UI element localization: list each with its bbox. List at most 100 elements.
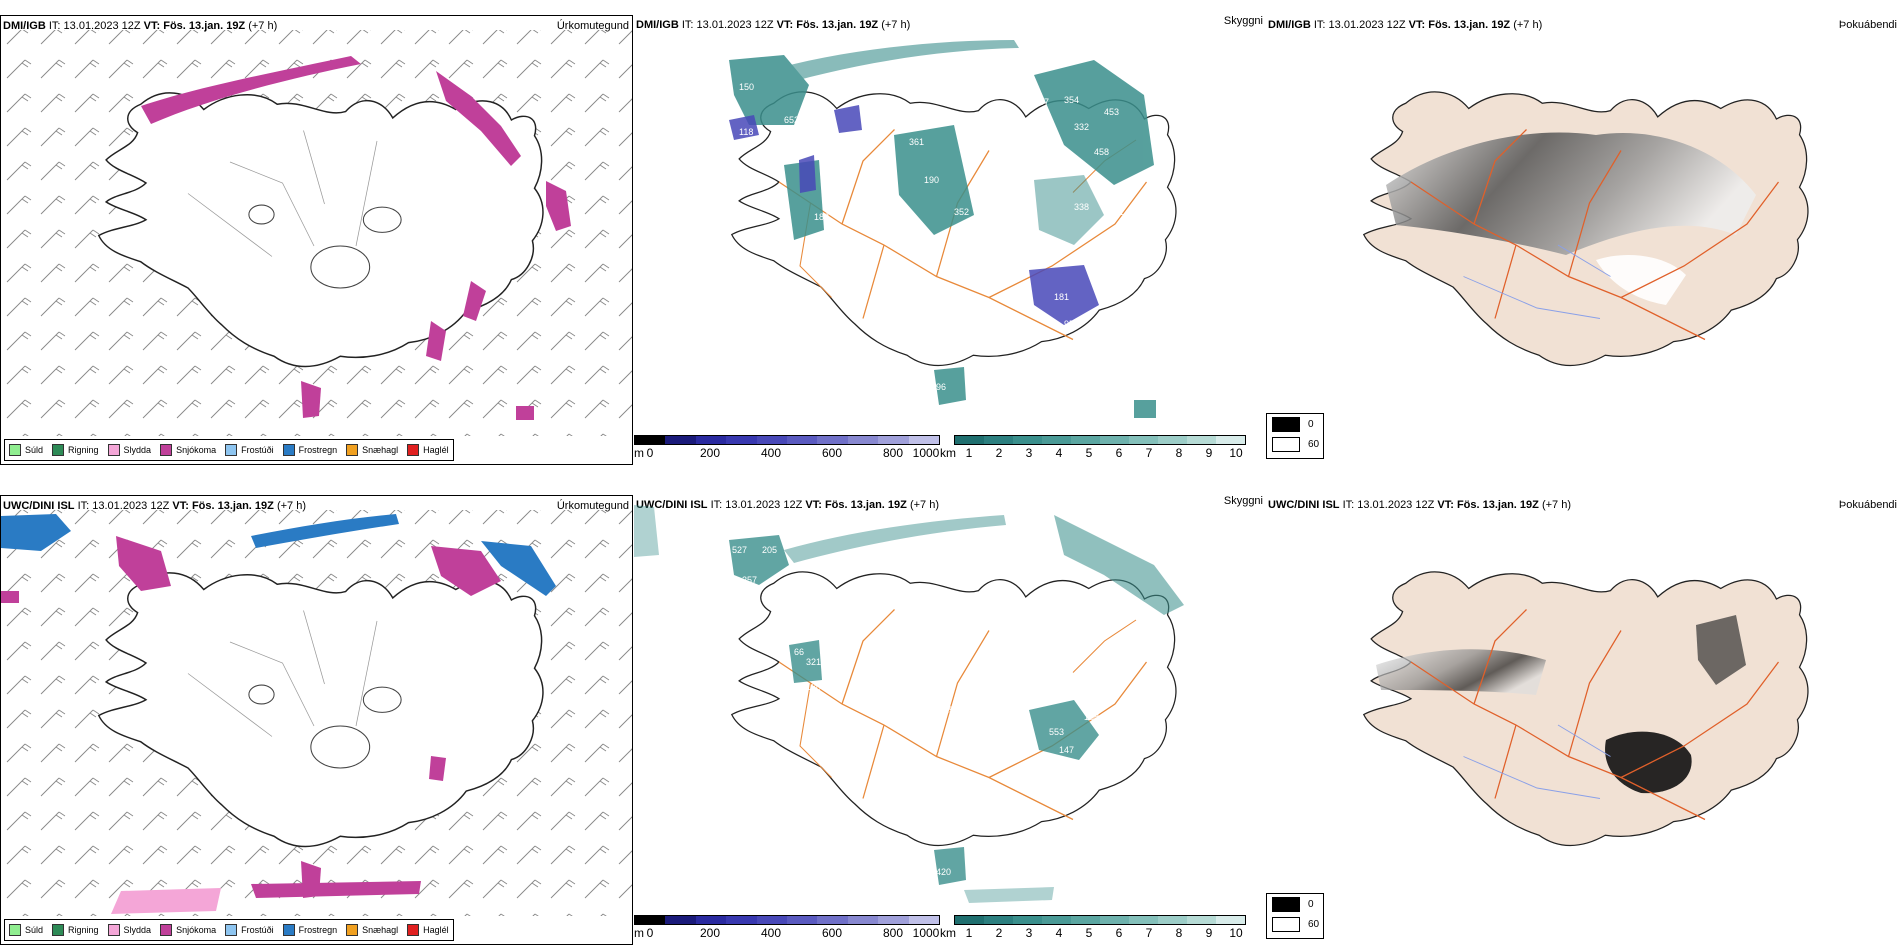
legend-label: Snjókoma (176, 925, 217, 935)
vt-label: VT: (1408, 19, 1426, 31)
legend-item: Haglél (407, 924, 449, 936)
vt-value: Fös. 13.jan. 19Z (163, 20, 246, 32)
visibility-colorbar: km 1 2 3 4 5 6 7 8 9 10 (940, 435, 1246, 460)
fog-map (1363, 571, 1809, 847)
ceiling-label: 321 (806, 657, 821, 667)
legend-label: Slydda (123, 925, 152, 935)
visibility-tick: 5 (1085, 926, 1093, 940)
precip-var-title: Úrkomutegund (556, 500, 629, 512)
legend-label: Rigning (68, 445, 99, 455)
ceiling-tick: 200 (699, 446, 721, 460)
visibility-tick: 9 (1205, 926, 1213, 940)
fog-legend-top: 0 60 (1266, 413, 1324, 459)
ceiling-label: 553 (1049, 727, 1064, 737)
vt-label: VT: (143, 20, 161, 32)
iceland-outline (98, 92, 544, 368)
fog-legend-label: 0 (1308, 898, 1314, 910)
ceiling-tick: 600 (821, 926, 843, 940)
vt-value: Fös. 13.jan. 19Z (824, 499, 907, 511)
legend-label: Súld (25, 445, 44, 455)
legend-swatch (346, 444, 359, 456)
visibility-tick: 2 (995, 926, 1003, 940)
legend-item: Rigning (52, 924, 99, 936)
legend-swatch (160, 924, 173, 936)
panel-title: UWC/DINI ISL IT: 13.01.2023 12Z VT: Fös.… (636, 499, 939, 511)
visibility-tick: 4 (1055, 926, 1063, 940)
it-label: IT: (48, 20, 61, 32)
visibility-tick: 4 (1055, 446, 1063, 460)
model-name: DMI/IGB (1268, 19, 1311, 31)
visibility-ticks: km 1 2 3 4 5 6 7 8 9 10 (940, 445, 1246, 460)
legend-swatch (9, 924, 21, 936)
ceiling-colorbar: m 0 200 400 600 800 1000 (634, 915, 940, 940)
ceiling-label: 352 (954, 207, 969, 217)
ceiling-label: 361 (909, 137, 924, 147)
visibility-unit: km (940, 926, 956, 940)
visibility-tick: 1 (965, 446, 973, 460)
vt-value: Fös. 13.jan. 19Z (796, 19, 879, 31)
ceiling-unit: m (634, 926, 644, 940)
visibility-map: 527 205 257 66 321 120 150 596 553 188 1… (634, 505, 1184, 903)
it-value: 13.01.2023 12Z (696, 19, 774, 31)
legend-swatch (346, 924, 359, 936)
ceiling-label: 95 (1064, 319, 1074, 329)
ceiling-label: 188 (1084, 712, 1099, 722)
ceiling-label: 120 (806, 682, 821, 692)
lead-time: (+7 h) (1541, 499, 1571, 511)
legend-swatch (52, 924, 65, 936)
legend-label: Frostregn (298, 925, 338, 935)
legend-item: Snjókoma (160, 444, 216, 456)
visibility-tick: 7 (1145, 446, 1153, 460)
lead-time: (+7 h) (909, 499, 939, 511)
visibility-tick: 10 (1229, 926, 1243, 940)
legend-swatch (225, 924, 238, 936)
precip-map (1, 510, 632, 916)
visibility-tick: 3 (1025, 446, 1033, 460)
legend-item: Súld (9, 444, 43, 456)
snow-areas (1, 536, 501, 914)
panel-title: UWC/DINI ISL IT: 13.01.2023 12Z VT: Fös.… (3, 500, 306, 512)
legend-item: Haglél (407, 444, 449, 456)
it-label: IT: (710, 499, 723, 511)
vt-label: VT: (776, 19, 794, 31)
lead-time: (+7 h) (276, 500, 306, 512)
ceiling-label: 257 (742, 575, 757, 585)
fog-var-title: Þokuábendi (1838, 499, 1897, 511)
ceiling-colorbar-bar (634, 435, 940, 445)
ceiling-label: 150 (739, 82, 754, 92)
legend-swatch (282, 444, 295, 456)
it-value: 13.01.2023 12Z (92, 500, 170, 512)
ceiling-tick: 1000 (912, 446, 940, 460)
legend-swatch (160, 444, 173, 456)
visibility-tick: 8 (1175, 446, 1183, 460)
vis-var-title: Skyggni (1223, 495, 1263, 507)
freezing-rain-areas (1, 514, 556, 596)
ceiling-label: 118 (739, 127, 753, 137)
fog-legend-row: 0 (1267, 414, 1323, 434)
legend-item: Snæhagl (346, 924, 398, 936)
legend-swatch (407, 444, 420, 456)
legend-swatch (225, 444, 238, 456)
precip-panel-bottom: UWC/DINI ISL IT: 13.01.2023 12Z VT: Fös.… (0, 495, 633, 945)
ceiling-label: 321 (1109, 207, 1124, 217)
fog-legend-label: 0 (1308, 418, 1314, 430)
fog-map (1363, 91, 1809, 367)
ceiling-unit: m (634, 446, 644, 460)
visibility-ticks: km 1 2 3 4 5 6 7 8 9 10 (940, 925, 1246, 940)
visibility-unit: km (940, 446, 956, 460)
it-label: IT: (1342, 499, 1355, 511)
ceiling-tick: 600 (821, 446, 843, 460)
vt-label: VT: (1437, 499, 1454, 511)
legend-swatch (407, 924, 420, 936)
ceiling-label: 652 (784, 115, 799, 125)
visibility-panel-top: DMI/IGB IT: 13.01.2023 12Z VT: Fös. 13.j… (634, 15, 1266, 465)
vt-label: VT: (172, 500, 189, 512)
visibility-tick: 6 (1115, 446, 1123, 460)
precip-legend: Súld Rigning Slydda Snjókoma Frostúði Fr… (4, 439, 454, 461)
visibility-tick: 2 (995, 446, 1003, 460)
ceiling-label: 420 (936, 867, 951, 877)
ceiling-label: 182 (814, 212, 829, 222)
visibility-map: 354 453 332 257 190 174 181 352 321 338 … (729, 40, 1177, 418)
vt-label: VT: (805, 499, 822, 511)
legend-label: Slydda (123, 445, 152, 455)
